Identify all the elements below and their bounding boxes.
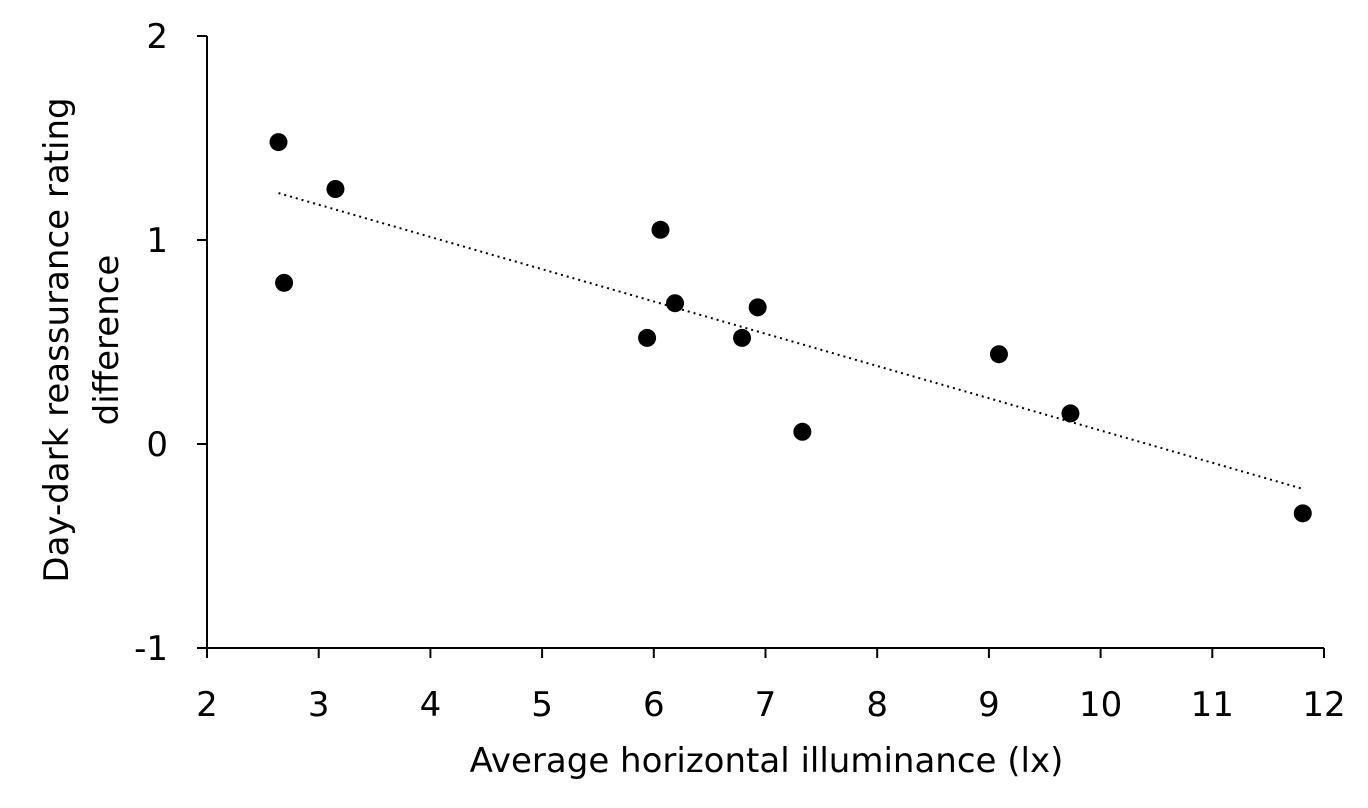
- data-point: [651, 220, 670, 239]
- x-tick-label: 4: [420, 685, 442, 725]
- x-axis-title: Average horizontal illuminance (lx): [470, 741, 1064, 781]
- x-ticks: 2 3 4 5 6 7 8 9 10 11 12: [196, 648, 1346, 725]
- data-point: [733, 328, 752, 347]
- data-points: [269, 133, 1312, 523]
- y-tick-label: 2: [146, 17, 168, 57]
- x-tick-label: 7: [755, 685, 777, 725]
- x-tick-label: 10: [1079, 685, 1122, 725]
- x-tick-label: 6: [643, 685, 665, 725]
- data-point: [989, 345, 1008, 364]
- y-axis-title-line-2: difference: [87, 255, 127, 426]
- x-tick-label: 3: [308, 685, 330, 725]
- x-tick-label: 8: [866, 685, 888, 725]
- y-axis-title: Day-dark reassurance rating difference: [37, 97, 127, 582]
- data-point: [1061, 404, 1080, 423]
- y-tick-label: 0: [146, 425, 168, 465]
- x-tick-label: 5: [531, 685, 553, 725]
- y-axis-title-line-1: Day-dark reassurance rating: [37, 97, 77, 582]
- data-point: [793, 422, 812, 441]
- data-point: [269, 133, 288, 152]
- x-tick-label: 2: [196, 685, 218, 725]
- y-tick-label: -1: [134, 629, 168, 669]
- x-tick-label: 11: [1191, 685, 1234, 725]
- y-ticks: -1 0 1 2: [134, 17, 207, 669]
- trendline: [278, 192, 1304, 490]
- data-point: [638, 328, 657, 347]
- data-point: [275, 273, 294, 292]
- data-point: [326, 180, 345, 198]
- data-point: [1293, 504, 1312, 523]
- y-tick-label: 1: [146, 221, 168, 261]
- x-tick-label: 9: [978, 685, 1000, 725]
- x-tick-label: 12: [1302, 685, 1345, 725]
- data-point: [666, 294, 685, 313]
- data-point: [748, 298, 767, 317]
- axes: [206, 36, 1324, 649]
